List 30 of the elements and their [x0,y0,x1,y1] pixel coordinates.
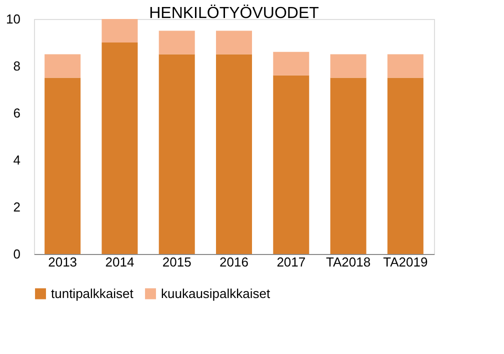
y-tick-label: 0 [13,246,20,262]
y-tick-label: 2 [13,200,20,214]
bar [158,30,195,54]
legend-label: kuukausipalkkaiset [161,286,271,301]
legend-label: tuntipalkkaiset [51,286,134,301]
bar [273,52,310,76]
x-tick-label: TA2019 [383,254,428,270]
bar [330,54,366,78]
bar [158,54,195,254]
bar [387,78,424,254]
y-tick-label: 6 [13,106,20,120]
x-tick-label: 2017 [276,254,306,270]
bar [216,30,252,54]
bar [216,54,252,254]
bar [273,75,310,254]
bar [44,78,81,254]
bar [330,78,366,254]
x-tick-label: 2016 [220,254,248,270]
y-tick-label: 8 [13,58,20,74]
x-tick-label: 2015 [162,254,192,270]
bar [387,54,424,78]
x-tick-label: TA2018 [326,254,371,270]
bar [102,42,138,254]
bar [102,19,138,42]
chart-title: HENKILÖTYÖVUODET [149,4,320,22]
y-tick-label: 10 [6,12,20,26]
bar [44,54,81,78]
y-tick-label: 4 [13,152,20,168]
x-tick-label: 2013 [48,254,78,270]
x-tick-label: 2014 [105,254,134,270]
